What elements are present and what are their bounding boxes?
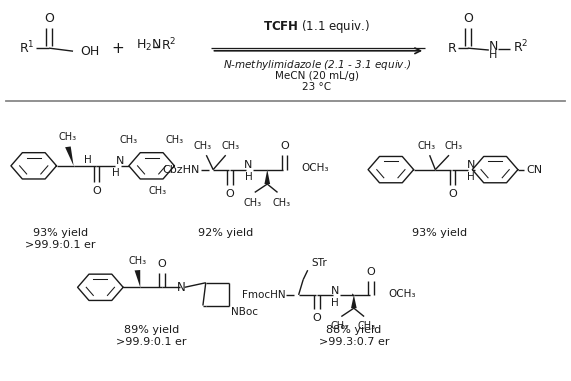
- Text: O: O: [226, 189, 235, 199]
- Text: 88% yield: 88% yield: [326, 325, 381, 335]
- Text: R$^2$: R$^2$: [513, 39, 529, 56]
- Polygon shape: [351, 295, 357, 308]
- Text: R: R: [448, 42, 456, 54]
- Text: H: H: [84, 155, 91, 165]
- Text: O: O: [463, 11, 473, 25]
- Text: CH₃: CH₃: [244, 198, 262, 208]
- Text: H: H: [489, 50, 497, 60]
- Text: CH₃: CH₃: [120, 135, 138, 145]
- Text: CH₃: CH₃: [272, 198, 291, 208]
- Text: 89% yield: 89% yield: [124, 325, 179, 335]
- Text: N: N: [244, 160, 252, 170]
- Text: MeCN (20 mL/g): MeCN (20 mL/g): [275, 70, 359, 80]
- Text: N: N: [116, 156, 124, 166]
- Text: >99.9:0.1 er: >99.9:0.1 er: [116, 337, 187, 347]
- Text: NBoc: NBoc: [231, 307, 259, 317]
- Text: O: O: [280, 141, 289, 151]
- Text: CH₃: CH₃: [357, 322, 376, 331]
- Text: 93% yield: 93% yield: [412, 229, 467, 239]
- Text: CH₃: CH₃: [417, 141, 435, 151]
- Text: OCH₃: OCH₃: [301, 163, 329, 173]
- Text: OCH₃: OCH₃: [388, 289, 416, 299]
- Text: >99.3:0.7 er: >99.3:0.7 er: [319, 337, 389, 347]
- Text: N: N: [331, 286, 339, 296]
- Text: CH₃: CH₃: [221, 141, 239, 151]
- Text: O: O: [92, 186, 100, 195]
- Polygon shape: [264, 170, 270, 184]
- Text: H: H: [331, 298, 339, 308]
- Text: OH: OH: [81, 45, 100, 58]
- Text: 93% yield: 93% yield: [33, 229, 88, 239]
- Text: CH₃: CH₃: [166, 135, 183, 145]
- Text: >99.9:0.1 er: >99.9:0.1 er: [25, 240, 96, 250]
- Text: N: N: [467, 160, 475, 170]
- Text: O: O: [44, 11, 54, 25]
- Text: +: +: [111, 41, 124, 56]
- Text: O: O: [448, 189, 457, 199]
- Text: CH₃: CH₃: [148, 186, 166, 195]
- Text: CH₃: CH₃: [194, 141, 212, 151]
- Text: CbzHN: CbzHN: [163, 165, 200, 174]
- Text: H: H: [467, 172, 475, 182]
- Text: CH₃: CH₃: [128, 256, 147, 266]
- Polygon shape: [65, 146, 74, 166]
- Text: $N$-methylimidazole (2.1 - 3.1 equiv.): $N$-methylimidazole (2.1 - 3.1 equiv.): [223, 58, 411, 72]
- Polygon shape: [135, 270, 140, 287]
- Text: R$^1$: R$^1$: [18, 40, 34, 56]
- Text: $\mathbf{TCFH}$ (1.1 equiv.): $\mathbf{TCFH}$ (1.1 equiv.): [263, 18, 371, 35]
- Text: N: N: [489, 40, 498, 53]
- Text: O: O: [312, 313, 321, 323]
- Text: H: H: [112, 168, 120, 178]
- Text: O: O: [367, 267, 375, 277]
- Text: 92% yield: 92% yield: [198, 229, 254, 239]
- Text: H$_2$N: H$_2$N: [136, 38, 161, 53]
- Text: O: O: [158, 259, 166, 269]
- Text: 23 °C: 23 °C: [302, 82, 331, 92]
- Text: R$^2$: R$^2$: [162, 37, 177, 53]
- Text: FmocHN: FmocHN: [242, 290, 286, 300]
- Text: CH₃: CH₃: [444, 141, 463, 151]
- Text: CH₃: CH₃: [59, 132, 77, 142]
- Text: N: N: [177, 281, 186, 294]
- Text: H: H: [244, 172, 252, 182]
- Polygon shape: [352, 293, 354, 296]
- Text: STr: STr: [311, 258, 327, 267]
- Text: CN: CN: [526, 165, 542, 174]
- Text: CH₃: CH₃: [331, 322, 349, 331]
